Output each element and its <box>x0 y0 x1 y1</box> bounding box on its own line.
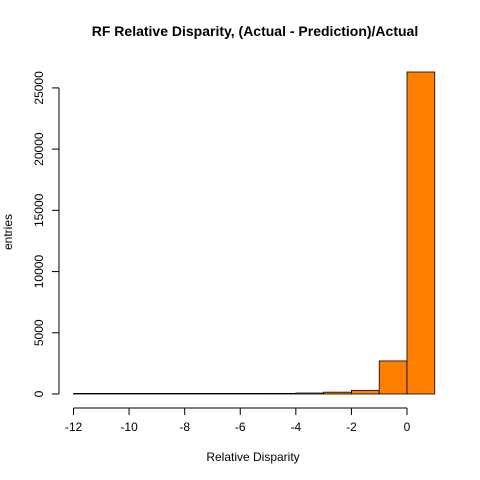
x-tick-label: -10 <box>120 420 138 434</box>
histogram-bar <box>156 392 186 395</box>
histogram-bar <box>128 392 158 395</box>
x-tick-label: -2 <box>346 420 357 434</box>
x-tick-label: -4 <box>290 420 301 434</box>
y-tick-label: 20000 <box>32 132 46 166</box>
y-tick-label: 10000 <box>32 255 46 289</box>
histogram-bar <box>184 392 213 395</box>
histogram-bar <box>378 360 408 395</box>
x-tick-label: -6 <box>235 420 246 434</box>
histogram-bar <box>295 392 325 395</box>
y-tick-label: 0 <box>32 390 46 397</box>
y-tick-label: 15000 <box>32 193 46 227</box>
x-tick-label: -8 <box>179 420 190 434</box>
x-tick-label: -12 <box>65 420 83 434</box>
bars-group <box>73 71 436 395</box>
x-axis: -12 -10 -8 -6 -4 -2 0 <box>65 407 411 434</box>
y-axis: 0 5000 10000 15000 20000 25000 <box>32 71 60 397</box>
chart-title: RF Relative Disparity, (Actual - Predict… <box>92 23 418 39</box>
y-tick-label: 5000 <box>32 319 46 346</box>
histogram-bar <box>267 392 297 395</box>
histogram-bar <box>351 389 380 395</box>
y-tick-label: 25000 <box>32 71 46 105</box>
x-axis-label: Relative Disparity <box>206 450 299 464</box>
histogram-bar <box>100 392 130 395</box>
histogram-bar <box>406 71 436 395</box>
histogram-bar <box>73 392 102 395</box>
histogram-bar <box>323 391 352 395</box>
histogram-bar <box>212 392 241 395</box>
histogram-bar <box>239 392 269 395</box>
x-tick-label: 0 <box>404 420 411 434</box>
y-axis-label: entries <box>1 214 15 250</box>
